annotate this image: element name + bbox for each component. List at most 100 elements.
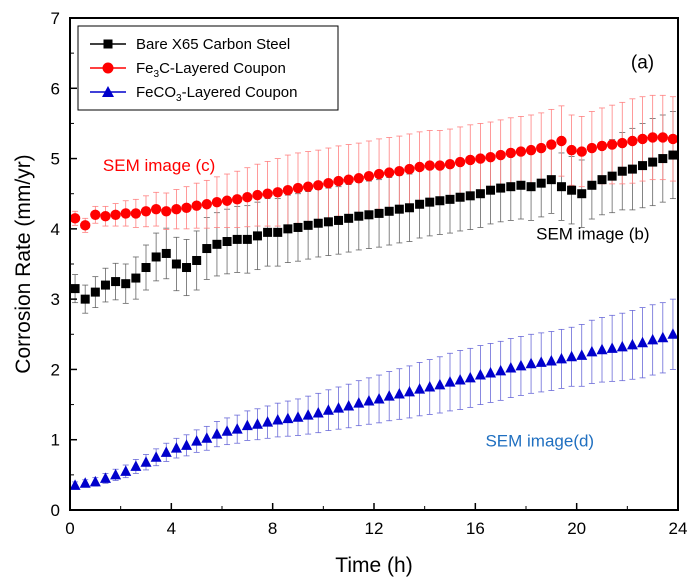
- feco3-point: [191, 435, 203, 446]
- bare-point: [577, 189, 587, 199]
- legend-label-feco3-subscript: 3: [176, 93, 182, 104]
- legend: Bare X65 Carbon Steel Fe3C-Layered Coupo…: [77, 25, 339, 111]
- fe3c-point: [302, 181, 314, 192]
- legend-label-bare-text: Bare X65 Carbon Steel: [136, 36, 290, 53]
- fe3c-point: [444, 158, 456, 170]
- bare-point: [90, 287, 100, 297]
- feco3-point: [616, 340, 628, 352]
- bare-point: [192, 255, 202, 265]
- feco3-point: [626, 338, 638, 350]
- legend-label-fe3c-suffix: C-Layered Coupon: [159, 60, 286, 77]
- feco3-point: [566, 350, 578, 362]
- bare-point: [567, 185, 577, 195]
- feco3-point: [485, 366, 497, 378]
- bare-point: [263, 227, 273, 237]
- bare-point: [516, 180, 526, 190]
- feco3-point: [170, 442, 182, 453]
- fe3c-point: [627, 135, 638, 147]
- fe3c-point: [353, 173, 364, 184]
- bare-point: [587, 180, 597, 190]
- feco3-point: [495, 364, 507, 376]
- bare-point: [232, 234, 242, 244]
- fe3c-point: [475, 153, 486, 164]
- fe3c-point: [80, 220, 91, 231]
- legend-label-fe3c-prefix: Fe: [136, 60, 154, 77]
- bare-point: [556, 182, 566, 192]
- legend-circle-marker: [102, 62, 114, 74]
- fe3c-point: [424, 160, 435, 171]
- feco3-point: [272, 414, 284, 425]
- feco3-point: [120, 465, 132, 476]
- bare-point: [293, 222, 303, 232]
- x-axis-title: Time (h): [335, 554, 412, 577]
- y-tick-label-2: 2: [51, 360, 60, 379]
- feco3-point: [363, 395, 375, 406]
- bare-point: [435, 196, 445, 206]
- fe3c-point: [272, 187, 283, 198]
- fe3c-point: [282, 185, 294, 196]
- bare-point: [303, 220, 313, 230]
- bare-point: [182, 263, 192, 273]
- bare-point: [212, 239, 222, 249]
- x-tick-label-2: 8: [268, 519, 277, 538]
- feco3-point: [89, 475, 101, 487]
- fe3c-point: [242, 192, 253, 203]
- bare-point: [496, 183, 506, 193]
- feco3-point: [221, 425, 233, 436]
- feco3-point: [130, 460, 142, 471]
- feco3-point: [434, 378, 446, 390]
- fe3c-point: [181, 202, 192, 213]
- legend-label-feco3-suffix: -Layered Coupon: [182, 84, 298, 101]
- fe3c-point: [515, 146, 527, 157]
- feco3-point: [637, 336, 649, 348]
- legend-square-marker: [103, 39, 113, 49]
- feco3-point: [160, 446, 172, 457]
- feco3-point: [110, 468, 122, 480]
- feco3-point: [515, 359, 527, 371]
- legend-entry-feco3: FeCO3-Layered Coupon: [90, 84, 298, 104]
- bare-point: [597, 175, 607, 185]
- y-tick-label-1: 1: [51, 431, 60, 450]
- feco3-point: [657, 331, 669, 343]
- fe3c-point: [161, 206, 172, 217]
- bare-point: [627, 164, 637, 174]
- fe3c-point: [201, 199, 212, 210]
- feco3-point: [333, 402, 345, 413]
- feco3-point: [555, 352, 567, 364]
- legend-label-feco3-prefix: FeCO: [136, 84, 176, 101]
- legend-triangle-marker: [102, 86, 114, 97]
- feco3-point: [444, 376, 456, 387]
- bare-point: [283, 224, 293, 234]
- bare-point: [70, 284, 80, 294]
- bare-point: [80, 294, 90, 304]
- feco3-point: [231, 423, 243, 434]
- x-tick-label-6: 24: [669, 519, 688, 538]
- bare-point: [638, 161, 648, 171]
- fe3c-point: [647, 132, 658, 143]
- fe3c-point: [171, 203, 182, 215]
- y-tick-label-3: 3: [51, 290, 60, 309]
- bare-point: [334, 215, 344, 225]
- feco3-point: [393, 388, 405, 399]
- fe3c-point: [667, 133, 679, 145]
- feco3-point: [140, 456, 152, 467]
- fe3c-point: [546, 139, 557, 150]
- bare-point: [394, 204, 404, 214]
- bare-point: [273, 227, 283, 237]
- feco3-point: [505, 362, 517, 373]
- fe3c-point: [69, 213, 81, 224]
- x-tick-label-1: 4: [167, 519, 176, 538]
- bare-point: [526, 182, 536, 192]
- fe3c-point: [140, 206, 152, 217]
- y-axis-title: Corrosion Rate (mm/yr): [12, 154, 35, 373]
- feco3-point: [576, 349, 588, 360]
- legend-entry-bare: Bare X65 Carbon Steel: [90, 36, 290, 53]
- feco3-point: [596, 343, 608, 355]
- fe3c-point: [373, 168, 385, 180]
- legend-label-fe3c-subscript: 3: [154, 69, 160, 80]
- fe3c-point: [596, 140, 608, 152]
- legend-label-fe3c: Fe3C-Layered Coupon: [136, 60, 286, 80]
- feco3-point: [343, 399, 355, 411]
